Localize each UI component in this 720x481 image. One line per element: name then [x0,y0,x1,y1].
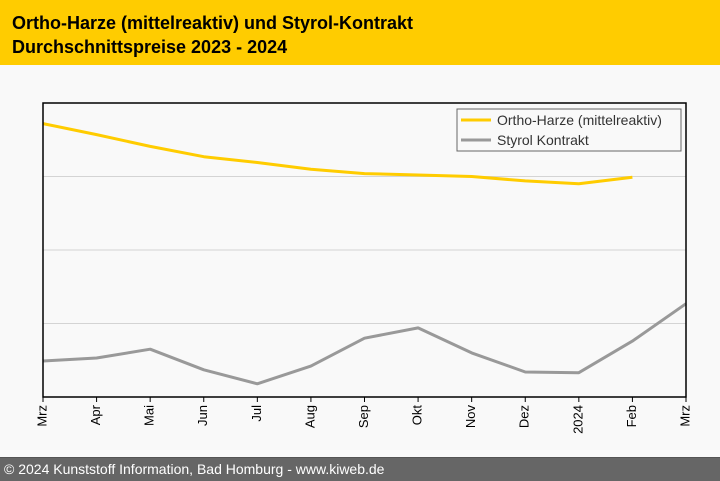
x-tick-label: Jun [195,405,210,426]
x-tick-label: Mai [142,405,157,426]
x-tick-label: Nov [463,405,478,429]
copyright-text: © 2024 Kunststoff Information, Bad Hombu… [4,461,384,477]
x-tick-label: Feb [624,405,639,427]
line-chart: Mrz Apr Mai Jun Jul Aug Sep Okt Nov Dez 2024 Feb Mrz… [0,0,720,457]
legend-label: Styrol Kontrakt [497,132,589,148]
x-tick-label: Jul [249,405,264,422]
x-tick-label: Apr [88,404,103,425]
x-tick-label: Sep [356,405,371,428]
x-tick-label: 2024 [570,405,585,434]
legend-label: Ortho-Harze (mittelreaktiv) [497,112,662,128]
x-tick-label: Mrz [34,405,49,427]
x-tick-label: Mrz [677,405,692,427]
x-tick-label: Okt [410,405,425,426]
x-tick-label: Dez [517,405,532,428]
x-tick-label: Aug [302,405,317,428]
footer: © 2024 Kunststoff Information, Bad Hombu… [0,457,720,481]
